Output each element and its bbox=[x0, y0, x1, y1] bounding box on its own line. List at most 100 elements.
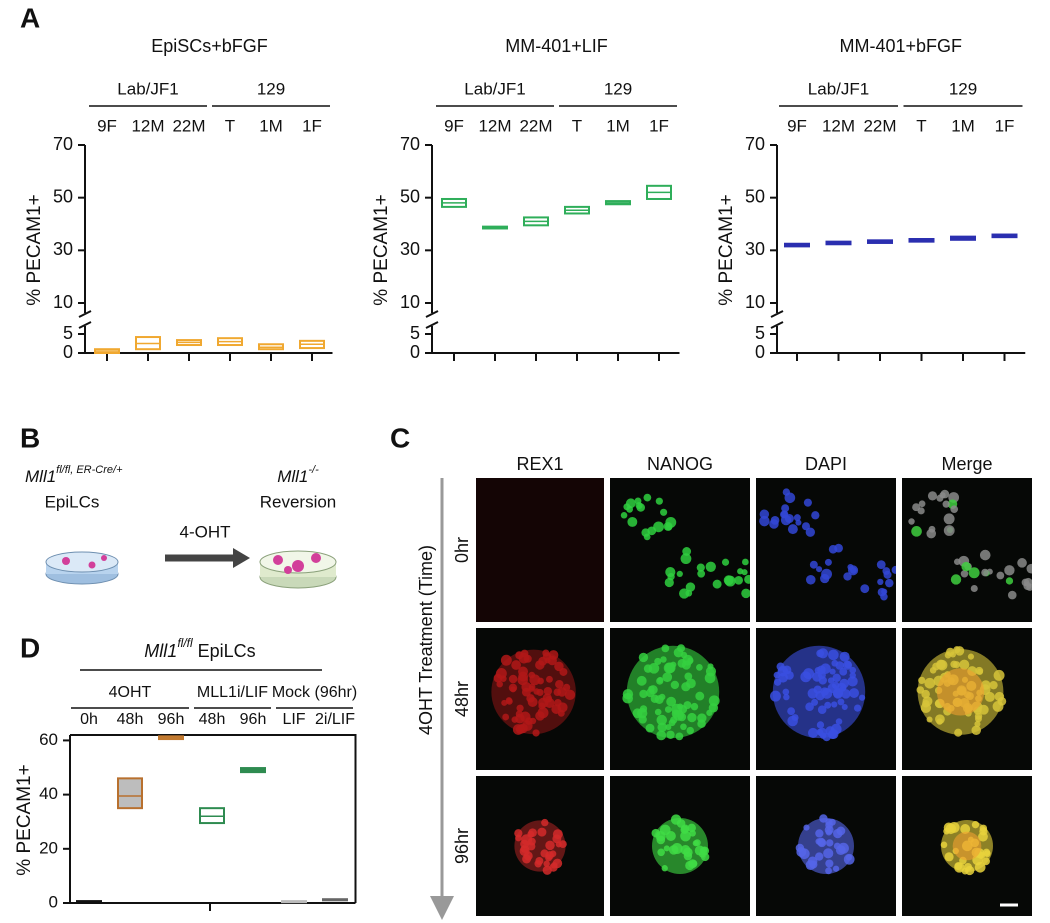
cell bbox=[926, 528, 936, 539]
cell bbox=[839, 667, 848, 676]
cell bbox=[657, 848, 665, 857]
group-label: Mock (96hr) bbox=[272, 684, 357, 701]
cell bbox=[690, 702, 699, 711]
cell bbox=[681, 682, 691, 692]
cell bbox=[554, 661, 564, 672]
column-label: DAPI bbox=[805, 454, 847, 474]
cell bbox=[979, 549, 991, 561]
superscript: -/- bbox=[308, 464, 319, 476]
cell bbox=[697, 713, 707, 723]
cell bbox=[809, 560, 818, 569]
micrograph bbox=[610, 478, 750, 622]
cell bbox=[501, 699, 508, 706]
y-tick-label: 0 bbox=[63, 342, 73, 362]
micrograph bbox=[476, 478, 604, 622]
cell bbox=[927, 491, 938, 501]
cell bbox=[847, 563, 854, 571]
y-tick-label: 70 bbox=[53, 134, 73, 154]
cell bbox=[883, 570, 892, 579]
x-tick-label: T bbox=[572, 116, 582, 135]
x-tick-label: 9F bbox=[97, 116, 117, 135]
cell bbox=[687, 712, 697, 723]
row-label: 48hr bbox=[452, 681, 472, 717]
cell bbox=[533, 688, 540, 695]
cell bbox=[832, 673, 841, 683]
cell bbox=[989, 680, 998, 690]
cell bbox=[1026, 583, 1032, 591]
cell bbox=[784, 514, 794, 524]
cell bbox=[542, 865, 552, 875]
cell bbox=[708, 695, 720, 707]
cell bbox=[663, 845, 670, 852]
cell bbox=[791, 714, 799, 722]
cell bbox=[671, 709, 680, 718]
row-label: 96hr bbox=[452, 828, 472, 864]
y-tick-label: 10 bbox=[400, 292, 420, 312]
y-axis-label: % PECAM1+ bbox=[716, 194, 737, 305]
y-axis-label: % PECAM1+ bbox=[371, 194, 392, 305]
cell bbox=[686, 726, 694, 735]
panel-label: B bbox=[20, 422, 40, 453]
x-tick-label: 22M bbox=[519, 116, 552, 135]
column-label: Merge bbox=[941, 454, 992, 474]
cell bbox=[693, 839, 701, 847]
cell bbox=[1007, 590, 1017, 600]
cell bbox=[965, 865, 975, 876]
x-tick-label: 12M bbox=[822, 116, 855, 135]
cell bbox=[811, 511, 820, 520]
cell bbox=[961, 561, 971, 572]
cell bbox=[1026, 563, 1032, 574]
cell bbox=[660, 656, 667, 663]
cell bbox=[538, 697, 549, 708]
y-axis-label: % PECAM1+ bbox=[14, 764, 35, 875]
cell bbox=[815, 838, 822, 845]
cell bbox=[555, 679, 564, 689]
micrograph bbox=[476, 628, 604, 770]
cell bbox=[782, 488, 791, 496]
cell bbox=[700, 852, 710, 862]
cell bbox=[943, 525, 955, 536]
cell bbox=[793, 514, 801, 522]
row-label: 0hr bbox=[452, 537, 472, 563]
cell bbox=[819, 814, 828, 823]
cell bbox=[541, 818, 549, 827]
panel-label: C bbox=[390, 422, 410, 453]
cell bbox=[842, 660, 853, 670]
cell bbox=[741, 588, 750, 599]
cell bbox=[782, 688, 790, 696]
cell bbox=[744, 574, 750, 584]
cell bbox=[627, 516, 638, 527]
cell bbox=[849, 688, 860, 698]
cell bbox=[625, 498, 636, 509]
cell bbox=[680, 830, 691, 842]
cell bbox=[508, 683, 518, 693]
cell bbox=[807, 856, 818, 867]
cell bbox=[811, 698, 819, 706]
cell bbox=[662, 672, 673, 683]
group-label: 129 bbox=[949, 79, 977, 98]
cell bbox=[805, 702, 814, 712]
cell-type: EpiLCs bbox=[45, 492, 100, 511]
superscript: fl/fl bbox=[177, 636, 193, 650]
cell bbox=[657, 722, 668, 733]
cell bbox=[835, 718, 843, 725]
micrograph bbox=[902, 478, 1032, 622]
image-background bbox=[756, 478, 896, 622]
cell bbox=[918, 676, 926, 685]
cell bbox=[926, 716, 933, 723]
cell bbox=[950, 574, 962, 585]
y-tick-label: 40 bbox=[39, 784, 58, 803]
cell bbox=[638, 715, 647, 724]
cell bbox=[950, 505, 959, 513]
treatment: 4-OHT bbox=[180, 522, 231, 541]
chart-title: MM-401+LIF bbox=[505, 36, 608, 56]
cell bbox=[639, 705, 648, 713]
cell bbox=[679, 588, 690, 599]
cell bbox=[687, 823, 696, 833]
x-tick-label: 1F bbox=[995, 116, 1015, 135]
cell bbox=[522, 854, 532, 864]
cell bbox=[537, 677, 544, 685]
image-background bbox=[902, 478, 1032, 622]
cell bbox=[643, 664, 653, 673]
